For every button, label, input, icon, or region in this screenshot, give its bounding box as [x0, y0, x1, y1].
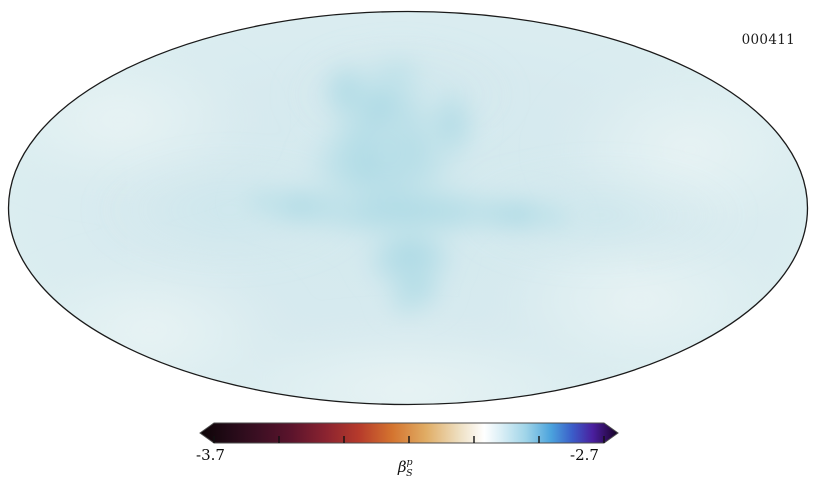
colorbar [0, 414, 817, 494]
projection-outline [7, 10, 809, 406]
colorbar-ticks [213, 436, 605, 443]
central-cross-structure [230, 40, 586, 325]
mollweide-projection [7, 10, 809, 406]
colorbar-svg [199, 422, 619, 444]
skymap-panel [7, 10, 809, 406]
sky-field [8, 11, 808, 405]
colorbar-max-tick-label: -2.7 [570, 446, 599, 464]
realization-id-label: 000411 [741, 32, 795, 48]
colorbar-min-tick-label: -3.7 [196, 446, 225, 464]
